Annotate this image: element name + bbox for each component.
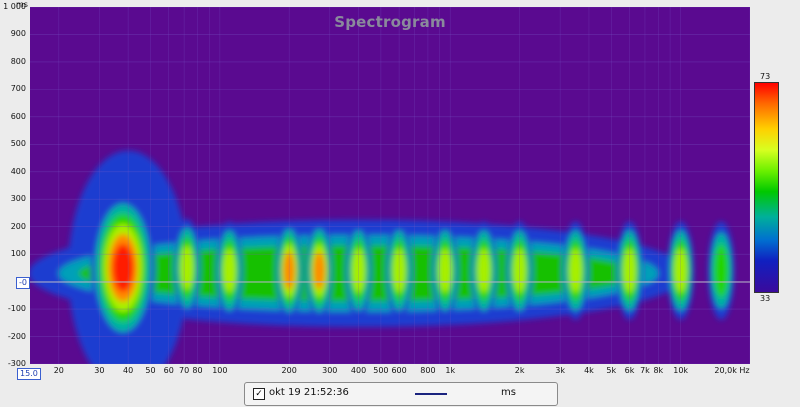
- x-tick-label: 800: [420, 366, 436, 375]
- y-tick-label: 800: [10, 56, 26, 66]
- x-tick-label: 20: [53, 366, 64, 375]
- x-tick-label: 20,0k Hz: [714, 366, 750, 375]
- y-tick-label: -100: [7, 304, 26, 314]
- x-tick-label: 6k: [624, 366, 635, 375]
- measurement-name: okt 19 21:52:36: [269, 387, 349, 398]
- x-tick-label: 2k: [514, 366, 525, 375]
- x-tick-label: 100: [212, 366, 228, 375]
- x-tick-label: 1k: [445, 366, 456, 375]
- x-tick-label: 8k: [653, 366, 664, 375]
- x-tick-label: 3k: [555, 366, 566, 375]
- x-tick-label: 4k: [584, 366, 594, 375]
- y-tick-label: 300: [10, 194, 26, 204]
- y-tick-label: -200: [7, 331, 26, 341]
- y-tick-label: 600: [10, 111, 26, 121]
- measurement-legend: ✓ okt 19 21:52:36 ms: [244, 382, 558, 406]
- y-tick-label: 700: [10, 84, 26, 94]
- x-tick-label: 500: [373, 366, 389, 375]
- measurement-checkbox[interactable]: ✓: [253, 388, 265, 400]
- spectrogram-plot[interactable]: Spectrogram: [30, 7, 750, 364]
- x-tick-label: 40: [123, 366, 134, 375]
- spectrogram-heatmap: [30, 7, 750, 364]
- heat-peak: [313, 251, 325, 290]
- x-tick-label: 600: [391, 366, 407, 375]
- cursor-time-readout[interactable]: -0: [16, 277, 30, 289]
- x-tick-label: 5k: [606, 366, 617, 375]
- x-tick-label: 60: [163, 366, 174, 375]
- color-scale-bar: [754, 82, 779, 293]
- x-tick-label: 400: [350, 366, 367, 375]
- x-tick-label: 200: [281, 366, 297, 375]
- y-axis-unit: ms: [16, 0, 28, 9]
- heat-peak: [569, 248, 582, 293]
- color-scale-min: 33: [760, 294, 771, 303]
- y-tick-label: 200: [10, 221, 26, 231]
- y-tick-label: 100: [10, 249, 26, 259]
- heat-peak: [713, 244, 729, 298]
- legend-line-swatch: [415, 393, 447, 395]
- x-tick-label: 300: [322, 366, 338, 375]
- legend-unit: ms: [501, 387, 516, 398]
- heat-peak: [438, 248, 452, 293]
- x-tick-label: 50: [145, 366, 156, 375]
- window-value-readout[interactable]: 15.0: [17, 368, 41, 380]
- heat-peak: [222, 248, 236, 293]
- x-tick-label: 80: [192, 366, 203, 375]
- y-tick-label: -300: [7, 359, 26, 368]
- y-tick-label: 400: [10, 166, 26, 176]
- x-tick-label: 10k: [673, 366, 689, 375]
- color-scale-max: 73: [760, 72, 771, 81]
- y-tick-label: 900: [10, 29, 26, 39]
- heat-peak: [180, 245, 194, 290]
- x-tick-label: 7k: [640, 366, 650, 375]
- heat-peak: [477, 248, 491, 293]
- heat-peak: [283, 251, 295, 290]
- heat-peak: [112, 243, 134, 292]
- chart-title: Spectrogram: [334, 13, 446, 31]
- y-tick-label: 1 000: [3, 2, 26, 11]
- x-tick-label: 70: [179, 366, 190, 375]
- x-tick-label: 30: [94, 366, 105, 375]
- y-tick-label: 500: [10, 139, 26, 149]
